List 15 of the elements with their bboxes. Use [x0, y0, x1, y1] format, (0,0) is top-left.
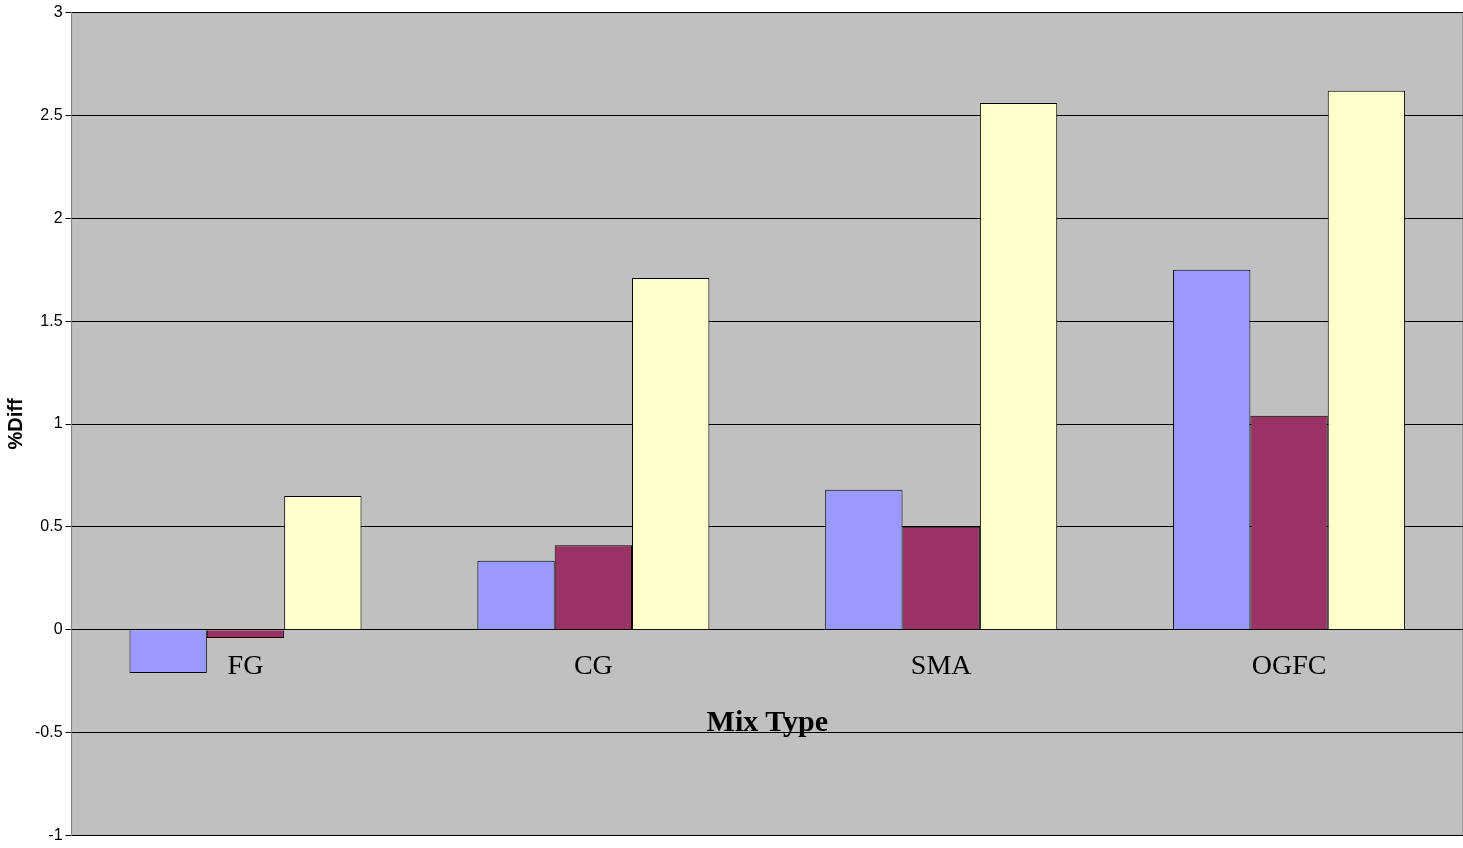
y-tick-label: 1.5: [40, 311, 63, 329]
y-tick-label: 2: [53, 208, 63, 226]
y-tick-label: -0.5: [34, 722, 63, 740]
y-tick-label: 0.5: [40, 517, 63, 535]
y-tick-label: -1: [48, 825, 63, 843]
x-axis-title: Mix Type: [706, 704, 828, 738]
x-tick-label: SMA: [910, 648, 973, 680]
y-tick-label: 3: [53, 3, 63, 21]
y-tick-label: 2.5: [40, 105, 63, 123]
y-tick-label: 1: [53, 414, 63, 432]
y-tick-label: 0: [53, 620, 63, 638]
x-tick-label: OGFC: [1251, 648, 1327, 680]
x-tick-label: CG: [573, 648, 613, 680]
y-axis-title: %Diff: [3, 398, 26, 450]
x-tick-label: FG: [227, 648, 264, 680]
